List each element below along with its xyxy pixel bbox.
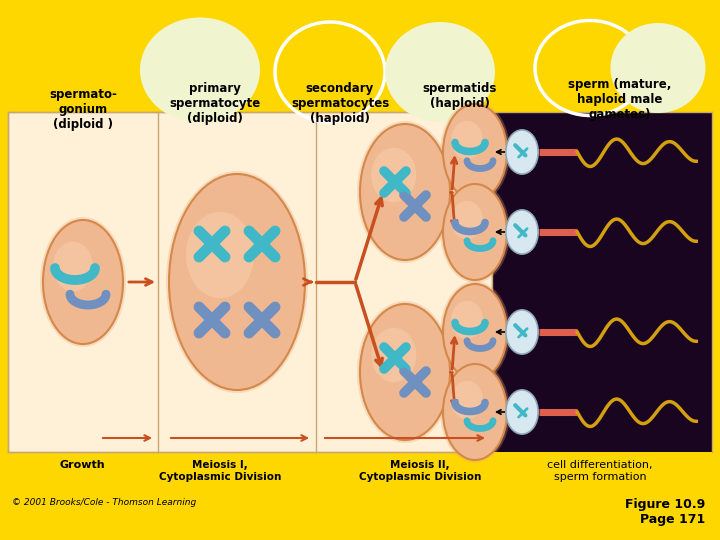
- Ellipse shape: [40, 217, 126, 347]
- Text: Meiosis I,
Cytoplasmic Division: Meiosis I, Cytoplasmic Division: [159, 460, 282, 482]
- Text: spermato-
gonium
(diploid ): spermato- gonium (diploid ): [49, 88, 117, 131]
- Text: Meiosis II,
Cytoplasmic Division: Meiosis II, Cytoplasmic Division: [359, 460, 481, 482]
- Text: Figure 10.9
Page 171: Figure 10.9 Page 171: [625, 498, 705, 526]
- Ellipse shape: [506, 130, 538, 174]
- Ellipse shape: [385, 22, 495, 122]
- Text: sperm (mature,
haploid male
gametes): sperm (mature, haploid male gametes): [568, 78, 672, 121]
- Ellipse shape: [372, 148, 416, 202]
- Ellipse shape: [451, 301, 483, 339]
- Bar: [492, 112, 712, 452]
- Ellipse shape: [140, 17, 260, 123]
- Text: cell differentiation,
sperm formation: cell differentiation, sperm formation: [547, 460, 653, 482]
- Ellipse shape: [357, 121, 453, 263]
- Ellipse shape: [506, 390, 538, 434]
- Ellipse shape: [443, 284, 507, 380]
- Ellipse shape: [166, 171, 308, 393]
- Text: © 2001 Brooks/Cole - Thomson Learning: © 2001 Brooks/Cole - Thomson Learning: [12, 498, 197, 507]
- Ellipse shape: [611, 23, 706, 113]
- Text: spermatids
(haploid): spermatids (haploid): [423, 82, 498, 110]
- Ellipse shape: [440, 101, 510, 203]
- Ellipse shape: [451, 381, 483, 419]
- Bar: [8, 112, 492, 452]
- Ellipse shape: [53, 242, 93, 291]
- Ellipse shape: [443, 184, 507, 280]
- Ellipse shape: [360, 304, 450, 440]
- Ellipse shape: [443, 104, 507, 200]
- Ellipse shape: [443, 364, 507, 460]
- Ellipse shape: [506, 310, 538, 354]
- Text: Growth: Growth: [60, 460, 106, 470]
- Ellipse shape: [372, 328, 416, 382]
- Ellipse shape: [360, 124, 450, 260]
- Ellipse shape: [451, 201, 483, 239]
- Ellipse shape: [357, 301, 453, 443]
- Text: secondary
spermatocytes
(haploid): secondary spermatocytes (haploid): [291, 82, 389, 125]
- Ellipse shape: [186, 212, 254, 298]
- Ellipse shape: [451, 121, 483, 159]
- Ellipse shape: [440, 281, 510, 383]
- Ellipse shape: [440, 361, 510, 463]
- Ellipse shape: [169, 174, 305, 390]
- Ellipse shape: [43, 220, 123, 344]
- Text: primary
spermatocyte
(diploid): primary spermatocyte (diploid): [169, 82, 261, 125]
- Ellipse shape: [440, 181, 510, 283]
- Ellipse shape: [506, 210, 538, 254]
